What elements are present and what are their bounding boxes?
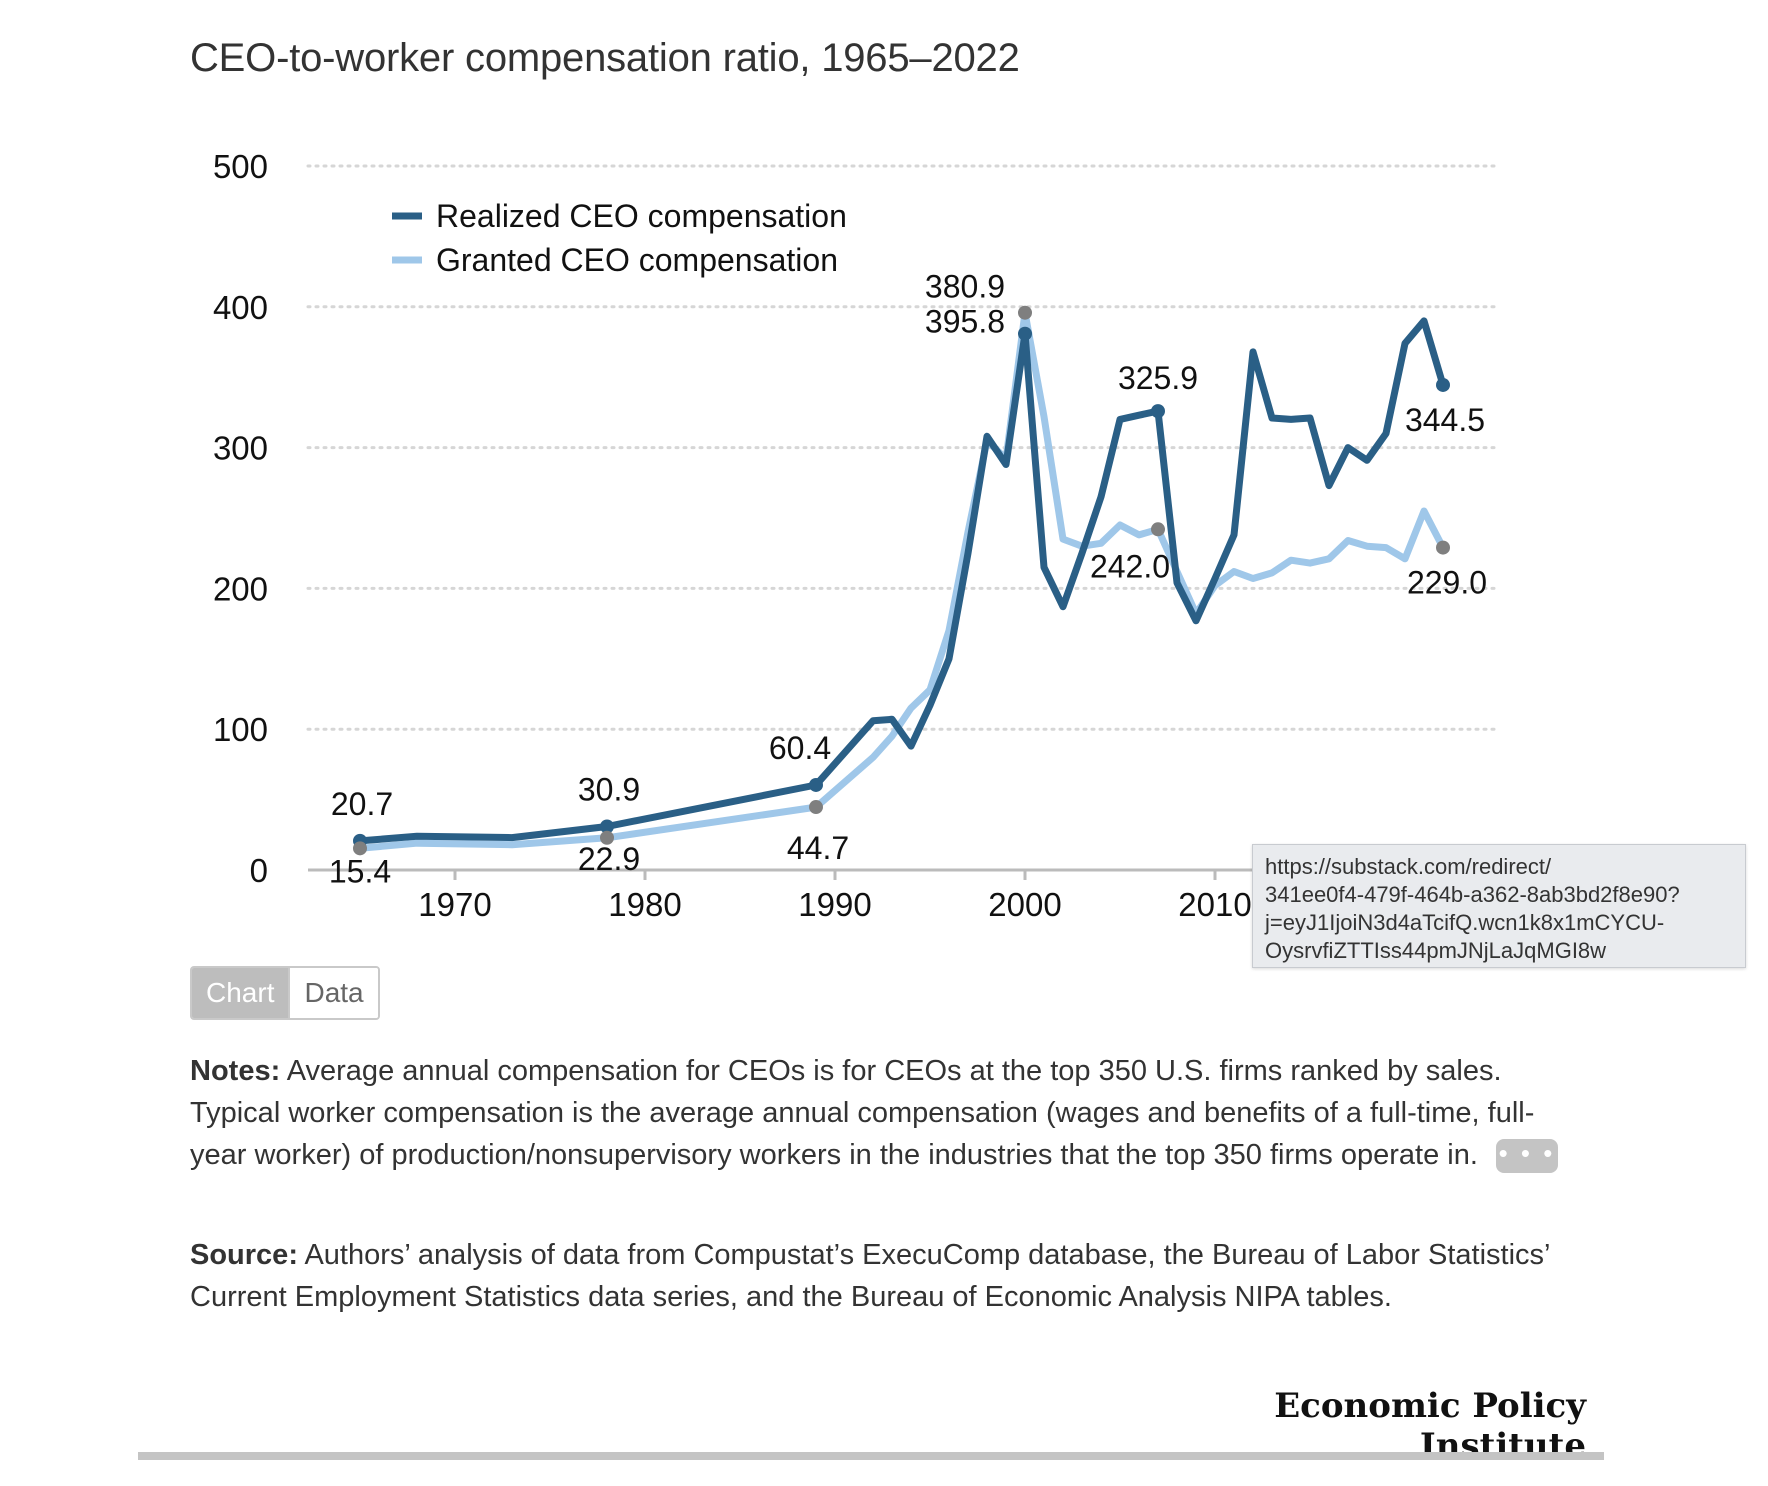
- realized-marker: [809, 777, 823, 792]
- granted-marker: [353, 841, 367, 856]
- data-label: 60.4: [769, 730, 831, 766]
- y-tick-label: 200: [213, 570, 268, 607]
- data-label: 344.5: [1405, 402, 1485, 438]
- chart-title: CEO-to-worker compensation ratio, 1965–2…: [190, 36, 1020, 80]
- data-label: 22.9: [578, 841, 640, 877]
- tooltip-line: j=eyJ1IjoiN3d4aTcifQ.wcn1k8x1mCYCU-: [1265, 910, 1665, 935]
- realized-series-line: [356, 317, 1447, 845]
- data-label: 20.7: [331, 786, 393, 822]
- x-tick-label: 2000: [988, 886, 1061, 923]
- x-tick-label: 1990: [798, 886, 871, 923]
- tooltip-line: https://substack.com/redirect/: [1265, 854, 1552, 879]
- url-tooltip: https://substack.com/redirect/ 341ee0f4-…: [1252, 844, 1746, 968]
- chart-tab[interactable]: Chart: [192, 968, 289, 1018]
- data-label: 30.9: [578, 771, 640, 807]
- tooltip-line: 341ee0f4-479f-464b-a362-8ab3bd2f8e90?: [1265, 882, 1680, 907]
- data-tab[interactable]: Data: [288, 968, 378, 1018]
- legend-label: Realized CEO compensation: [436, 198, 847, 234]
- data-labels: 20.7 30.9 60.4 380.9 325.9 344.5 15.4 22.9 44.7 3…: [329, 269, 1487, 890]
- realized-marker: [600, 819, 614, 834]
- line-chart: 0 100 200 300 400 500 1970 1980 1990 2000 2010 20.…: [213, 148, 1498, 923]
- realized-marker: [1018, 326, 1032, 341]
- source-text: Authors’ analysis of data from Compustat…: [190, 1239, 1550, 1313]
- data-markers: [353, 305, 1450, 856]
- bottom-rule: [138, 1452, 1604, 1460]
- y-tick-label: 0: [250, 852, 268, 889]
- y-tick-label: 500: [213, 148, 268, 185]
- axes: 0 100 200 300 400 500 1970 1980 1990 2000 2010: [213, 148, 1496, 923]
- y-tick-label: 400: [213, 289, 268, 326]
- realized-marker: [1151, 404, 1165, 419]
- granted-marker: [1436, 540, 1450, 555]
- tooltip-line: OysrvfiZTTIss44pmJNjLaJqMGI8w: [1265, 938, 1607, 963]
- y-tick-label: 300: [213, 430, 268, 467]
- granted-marker: [1018, 305, 1032, 320]
- x-tick-label: 2010: [1178, 886, 1251, 923]
- data-label: 15.4: [329, 853, 391, 889]
- notes-text: Average annual compensation for CEOs is …: [190, 1055, 1535, 1171]
- more-button[interactable]: • • •: [1495, 1139, 1558, 1174]
- notes: Notes: Average annual compensation for C…: [190, 1050, 1570, 1176]
- data-label: 395.8: [925, 304, 1005, 340]
- data-label: 242.0: [1090, 548, 1170, 584]
- realized-marker: [1436, 377, 1450, 392]
- data-label: 380.9: [925, 269, 1005, 305]
- data-label: 325.9: [1118, 360, 1198, 396]
- y-tick-label: 100: [213, 711, 268, 748]
- data-label: 44.7: [787, 830, 849, 866]
- legend: Realized CEO compensation Granted CEO com…: [392, 198, 847, 278]
- granted-series-line: [356, 309, 1447, 852]
- data-label: 229.0: [1407, 565, 1487, 601]
- notes-label: Notes:: [190, 1055, 281, 1087]
- granted-marker: [600, 830, 614, 845]
- granted-marker: [1151, 522, 1165, 537]
- granted-marker: [809, 800, 823, 815]
- view-toggle: Chart Data: [190, 966, 380, 1020]
- series-lines: [356, 309, 1447, 852]
- x-tick-label: 1970: [418, 886, 491, 923]
- legend-label: Granted CEO compensation: [436, 242, 838, 278]
- source-label: Source:: [190, 1239, 298, 1271]
- x-tick-label: 1980: [608, 886, 681, 923]
- source: Source: Authors’ analysis of data from C…: [190, 1234, 1570, 1318]
